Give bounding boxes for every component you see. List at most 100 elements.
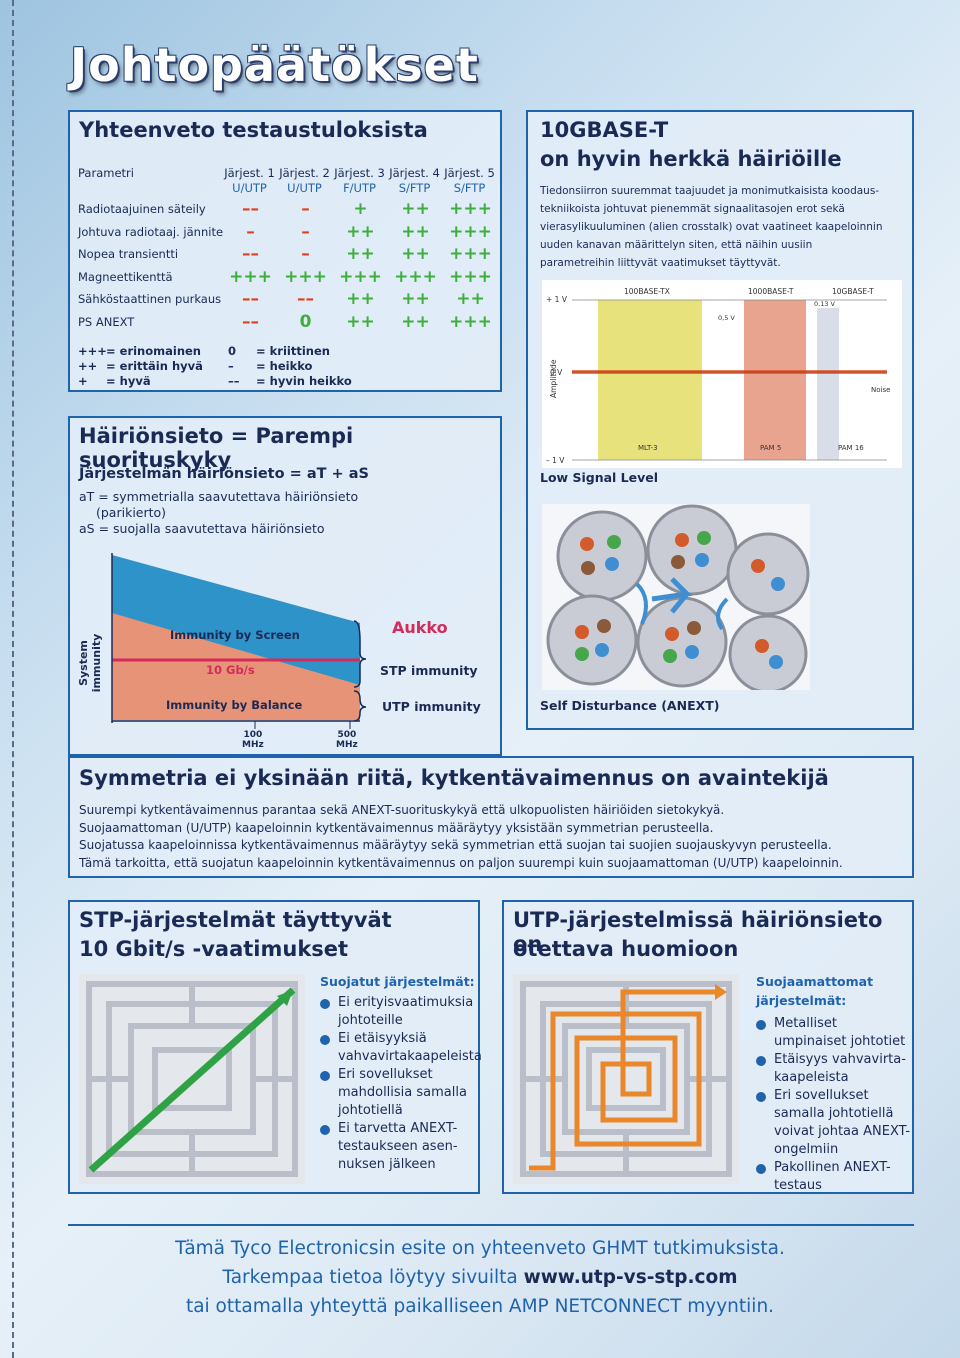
tenG-body: Tiedonsiirron suuremmat taajuudet ja mon…	[540, 185, 883, 269]
band-label-2: 1000BASE-T	[748, 287, 794, 296]
result-value: ++	[346, 289, 375, 310]
result-value: ++	[346, 244, 375, 265]
systems-header: Järjest. 1 U/UTP Järjest. 2 U/UTP Järjest. 3…	[222, 166, 497, 196]
results-title: Yhteenveto testaustuloksista	[79, 118, 428, 142]
result-row: PS ANEXT –– 0 ++ ++ +++	[78, 311, 498, 334]
bullet-item: Ei tarvetta ANEXT-testaukseen asen-nukse…	[320, 1120, 476, 1174]
system-header-1: Järjest. 1 U/UTP	[224, 166, 275, 195]
result-value: ++	[401, 199, 430, 220]
noise-label: Noise	[871, 386, 890, 394]
result-value: +++	[449, 199, 492, 220]
bullet-item: Pakollinen ANEXT-testaus	[756, 1159, 912, 1195]
result-value: ++	[401, 311, 430, 332]
result-value: ++	[401, 221, 430, 242]
utp-title-1: UTP-järjestelmissä häiriönsieto on	[513, 908, 883, 956]
code-2: PAM 5	[760, 444, 781, 452]
axis-amplitude: Amplitude	[549, 359, 558, 398]
result-row-label: Nopea transientti	[78, 247, 179, 262]
gbs-label: 10 Gb/s	[206, 663, 255, 677]
utp-title-2: otettava huomioon	[513, 937, 739, 961]
tenG-box: 10GBASE-T on hyvin herkkä häiriöille Tie…	[526, 110, 914, 730]
immunity-def2: aS = suojalla saavutettava häiriönsieto	[79, 521, 325, 536]
immunity-title: Häiriönsieto = Parempi suorituskyky	[79, 424, 354, 472]
results-legend: +++= erinomainen 0 = kriittinen ++ = erittäi…	[78, 344, 498, 389]
stp-maze	[79, 974, 305, 1184]
low-signal-label: Low Signal Level	[540, 470, 659, 485]
result-value: –	[246, 221, 255, 242]
immunity-chart	[70, 553, 500, 753]
result-row: Nopea transientti –– – ++ ++ +++	[78, 243, 498, 266]
result-value: +++	[394, 266, 437, 287]
result-value: +++	[449, 221, 492, 242]
symmetry-line: Tämä tarkoitta, että suojatun kaapeloinn…	[79, 855, 843, 870]
result-value: +++	[284, 266, 327, 287]
result-value: –	[301, 221, 310, 242]
signal-chart-svg: 100BASE-TX 1000BASE-T 10GBASE-T + 1 V 0 …	[546, 287, 890, 465]
result-value: +++	[449, 311, 492, 332]
utp-maze	[513, 974, 739, 1184]
footer-url[interactable]: www.utp-vs-stp.com	[523, 1267, 738, 1288]
utp-subtitle-1: Suojaamattomat	[756, 974, 874, 989]
symmetry-box: Symmetria ei yksinään riitä, kytkentävai…	[68, 756, 914, 878]
footer-line-2: Tarkempaa tietoa löytyy sivuilta www.utp…	[222, 1267, 738, 1288]
cable-image	[542, 504, 810, 690]
stp-title-2: 10 Gbit/s -vaatimukset	[79, 937, 349, 961]
band-100basetx	[598, 300, 702, 460]
balance-area	[112, 613, 360, 720]
result-row-label: Magneettikenttä	[78, 269, 173, 284]
symmetry-title: Symmetria ei yksinään riitä, kytkentävai…	[79, 766, 829, 790]
legend-item: –– = hyvin heikko	[228, 374, 352, 388]
signal-chart: 100BASE-TX 1000BASE-T 10GBASE-T + 1 V 0 …	[542, 280, 902, 468]
band-1000baset	[744, 300, 806, 460]
result-row-label: Sähköstaattinen purkaus	[78, 292, 222, 307]
system-header-2: Järjest. 2 U/UTP	[279, 166, 330, 195]
y-label-bot: – 1 V	[546, 456, 565, 465]
result-row: Johtuva radiotaaj. jännite – – ++ ++ +++	[78, 221, 498, 244]
immunity-box: Häiriönsieto = Parempi suorituskyky Järj…	[68, 416, 502, 756]
result-value: ––	[242, 199, 260, 220]
legend-item: +++= erinomainen	[78, 344, 201, 358]
immunity-def1b: (parikierto)	[96, 505, 167, 520]
result-value: ––	[242, 244, 260, 265]
results-table: Radiotaajuinen säteily –– – + ++ +++ Johtuva r…	[78, 198, 498, 333]
screen-label: Immunity by Screen	[170, 628, 300, 642]
system-header-4: Järjest. 4 S/FTP	[389, 166, 440, 195]
result-value: 0	[299, 311, 312, 332]
y-axis-label: System immunity	[77, 633, 103, 693]
tenG-title-2: on hyvin herkkä häiriöille	[540, 147, 842, 171]
footer-rule	[68, 1224, 914, 1226]
bullet-item: Ei erityisvaatimuksia johtoteille	[320, 994, 476, 1030]
result-row: Sähköstaattinen purkaus –– –– ++ ++ ++	[78, 288, 498, 311]
immunity-formula: Järjestelmän häiriönsieto = aT + aS	[79, 466, 369, 482]
code-1: MLT-3	[638, 444, 658, 452]
legend-item: + = hyvä	[78, 374, 151, 388]
result-value: ––	[242, 289, 260, 310]
x-tick-500: 500 MHz	[336, 730, 358, 750]
bullet-item: Eri sovellukset mahdollisia samalla joht…	[320, 1066, 476, 1120]
code-3: PAM 16	[838, 444, 864, 452]
stp-list: Ei erityisvaatimuksia johtoteille Ei etäi…	[320, 994, 482, 1174]
result-value: ++	[401, 244, 430, 265]
y-label-mid: 0 V	[550, 368, 563, 377]
utp-box: UTP-järjestelmissä häiriönsieto on otett…	[502, 900, 914, 1194]
symmetry-body: Suurempi kytkentävaimennus parantaa sekä…	[79, 802, 843, 872]
result-value: –	[301, 244, 310, 265]
page-title: Johtopäätökset	[70, 38, 479, 92]
stp-subtitle: Suojatut järjestelmät:	[320, 974, 475, 989]
immunity-def1: aT = symmetrialla saavutettava häiriönsi…	[79, 489, 359, 504]
bullet-item: Ei etäisyyksiä vahvavirtakaapeleista	[320, 1030, 482, 1066]
bullet-item: Metalliset umpinaiset johtotiet	[756, 1015, 912, 1051]
param-header: Parametri	[78, 166, 134, 180]
symmetry-line: Suojatussa kaapeloinnissa kytkentävaimen…	[79, 838, 832, 852]
results-box: Yhteenveto testaustuloksista Parametri J…	[68, 110, 502, 392]
result-value: ++	[401, 289, 430, 310]
result-row-label: Johtuva radiotaaj. jännite	[78, 224, 224, 239]
self-disturbance-label: Self Disturbance (ANEXT)	[540, 698, 720, 713]
symmetry-line: Suojaamattoman (U/UTP) kaapeloinnin kytk…	[79, 820, 714, 835]
stp-box: STP-järjestelmät täyttyvät 10 Gbit/s -va…	[68, 900, 482, 1194]
band-10gbaset	[817, 308, 839, 460]
result-row-label: PS ANEXT	[78, 314, 135, 329]
utp-immunity-label: UTP immunity	[382, 699, 481, 714]
band-label-1: 100BASE-TX	[624, 287, 670, 296]
result-row-label: Radiotaajuinen säteily	[78, 202, 206, 217]
